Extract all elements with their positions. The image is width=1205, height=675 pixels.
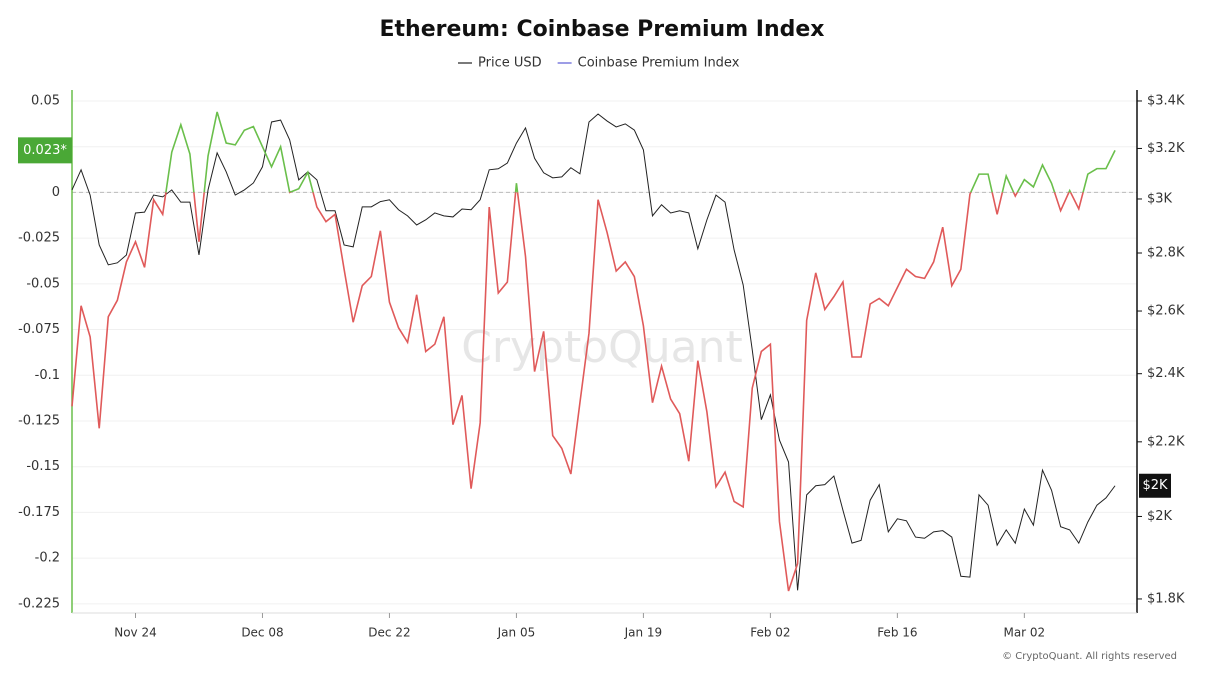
x-tick-label: Feb 02 bbox=[750, 626, 790, 640]
x-tick-label: Mar 02 bbox=[1003, 626, 1045, 640]
current-value-label: $2K bbox=[1142, 478, 1168, 493]
price-line bbox=[71, 113, 1116, 591]
chart-title: Ethereum: Coinbase Premium Index bbox=[380, 17, 825, 42]
y-tick-label: -0.125 bbox=[18, 413, 60, 428]
x-tick-label: Nov 24 bbox=[114, 626, 157, 640]
y2-tick-label: $1.8K bbox=[1147, 591, 1185, 606]
current-value-label: 0.023* bbox=[23, 143, 67, 158]
y2-tick-label: $2.8K bbox=[1147, 246, 1185, 261]
current-value-box bbox=[18, 137, 72, 164]
y-tick-label: -0.075 bbox=[18, 322, 60, 337]
legend-label: Price USD bbox=[478, 56, 542, 71]
y2-tick-label: $2.2K bbox=[1147, 434, 1185, 449]
y2-tick-label: $3.2K bbox=[1147, 141, 1185, 156]
y-tick-label: -0.1 bbox=[35, 368, 60, 383]
y-tick-label: -0.025 bbox=[18, 231, 60, 246]
x-tick-label: Jan 05 bbox=[497, 626, 536, 640]
footer: © CryptoQuant. All rights reserved bbox=[1002, 651, 1177, 662]
y2-tick-label: $3K bbox=[1147, 191, 1173, 206]
legend-label: Coinbase Premium Index bbox=[578, 56, 740, 71]
x-tick-label: Dec 08 bbox=[241, 626, 283, 640]
y2-tick-label: $2.6K bbox=[1147, 304, 1185, 319]
x-tick-label: Jan 19 bbox=[624, 626, 663, 640]
y-tick-label: -0.15 bbox=[26, 459, 60, 474]
y-tick-label: -0.2 bbox=[35, 551, 60, 566]
y2-tick-label: $3.4K bbox=[1147, 93, 1185, 108]
y-tick-label: -0.175 bbox=[18, 505, 60, 520]
y2-tick-label: $2K bbox=[1147, 509, 1173, 524]
x-tick-label: Feb 16 bbox=[877, 626, 917, 640]
y-tick-label: 0 bbox=[52, 185, 60, 200]
current-value-box bbox=[1139, 473, 1171, 498]
x-tick-label: Dec 22 bbox=[368, 626, 410, 640]
y2-tick-label: $2.4K bbox=[1147, 366, 1185, 381]
premium-line-negative bbox=[71, 192, 1084, 592]
y-tick-label: -0.225 bbox=[18, 596, 60, 611]
watermark: CryptoQuant bbox=[461, 322, 743, 373]
premium-line-positive bbox=[165, 111, 1116, 193]
y-tick-label: -0.05 bbox=[26, 276, 60, 291]
y-tick-label: 0.05 bbox=[31, 93, 60, 108]
